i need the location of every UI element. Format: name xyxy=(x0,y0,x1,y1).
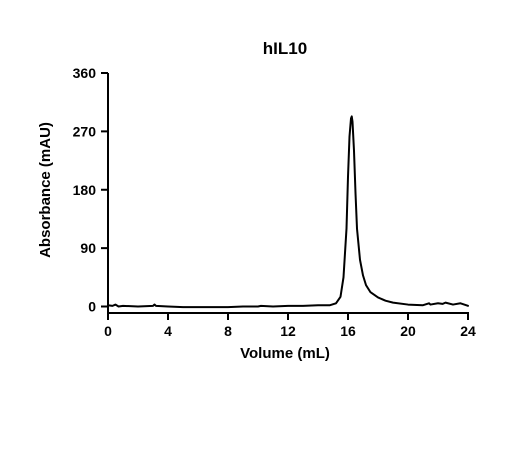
y-tick-label: 180 xyxy=(73,182,97,198)
y-tick-label: 270 xyxy=(73,123,97,139)
series-line-1 xyxy=(107,115,469,309)
chart-title: hIL10 xyxy=(263,39,307,58)
y-tick-label: 360 xyxy=(73,65,97,81)
y-tick-label: 90 xyxy=(80,240,96,256)
x-tick-label: 8 xyxy=(224,323,232,339)
x-tick-label: 0 xyxy=(104,323,112,339)
y-axis-label: Absorbance (mAU) xyxy=(37,122,54,258)
x-tick-label: 12 xyxy=(280,323,296,339)
x-tick-label: 24 xyxy=(460,323,476,339)
y-tick-label: 0 xyxy=(88,299,96,315)
x-tick-label: 4 xyxy=(164,323,172,339)
x-tick-label: 20 xyxy=(400,323,416,339)
x-tick-label: 16 xyxy=(340,323,356,339)
x-axis-label: Volume (mL) xyxy=(240,345,330,362)
